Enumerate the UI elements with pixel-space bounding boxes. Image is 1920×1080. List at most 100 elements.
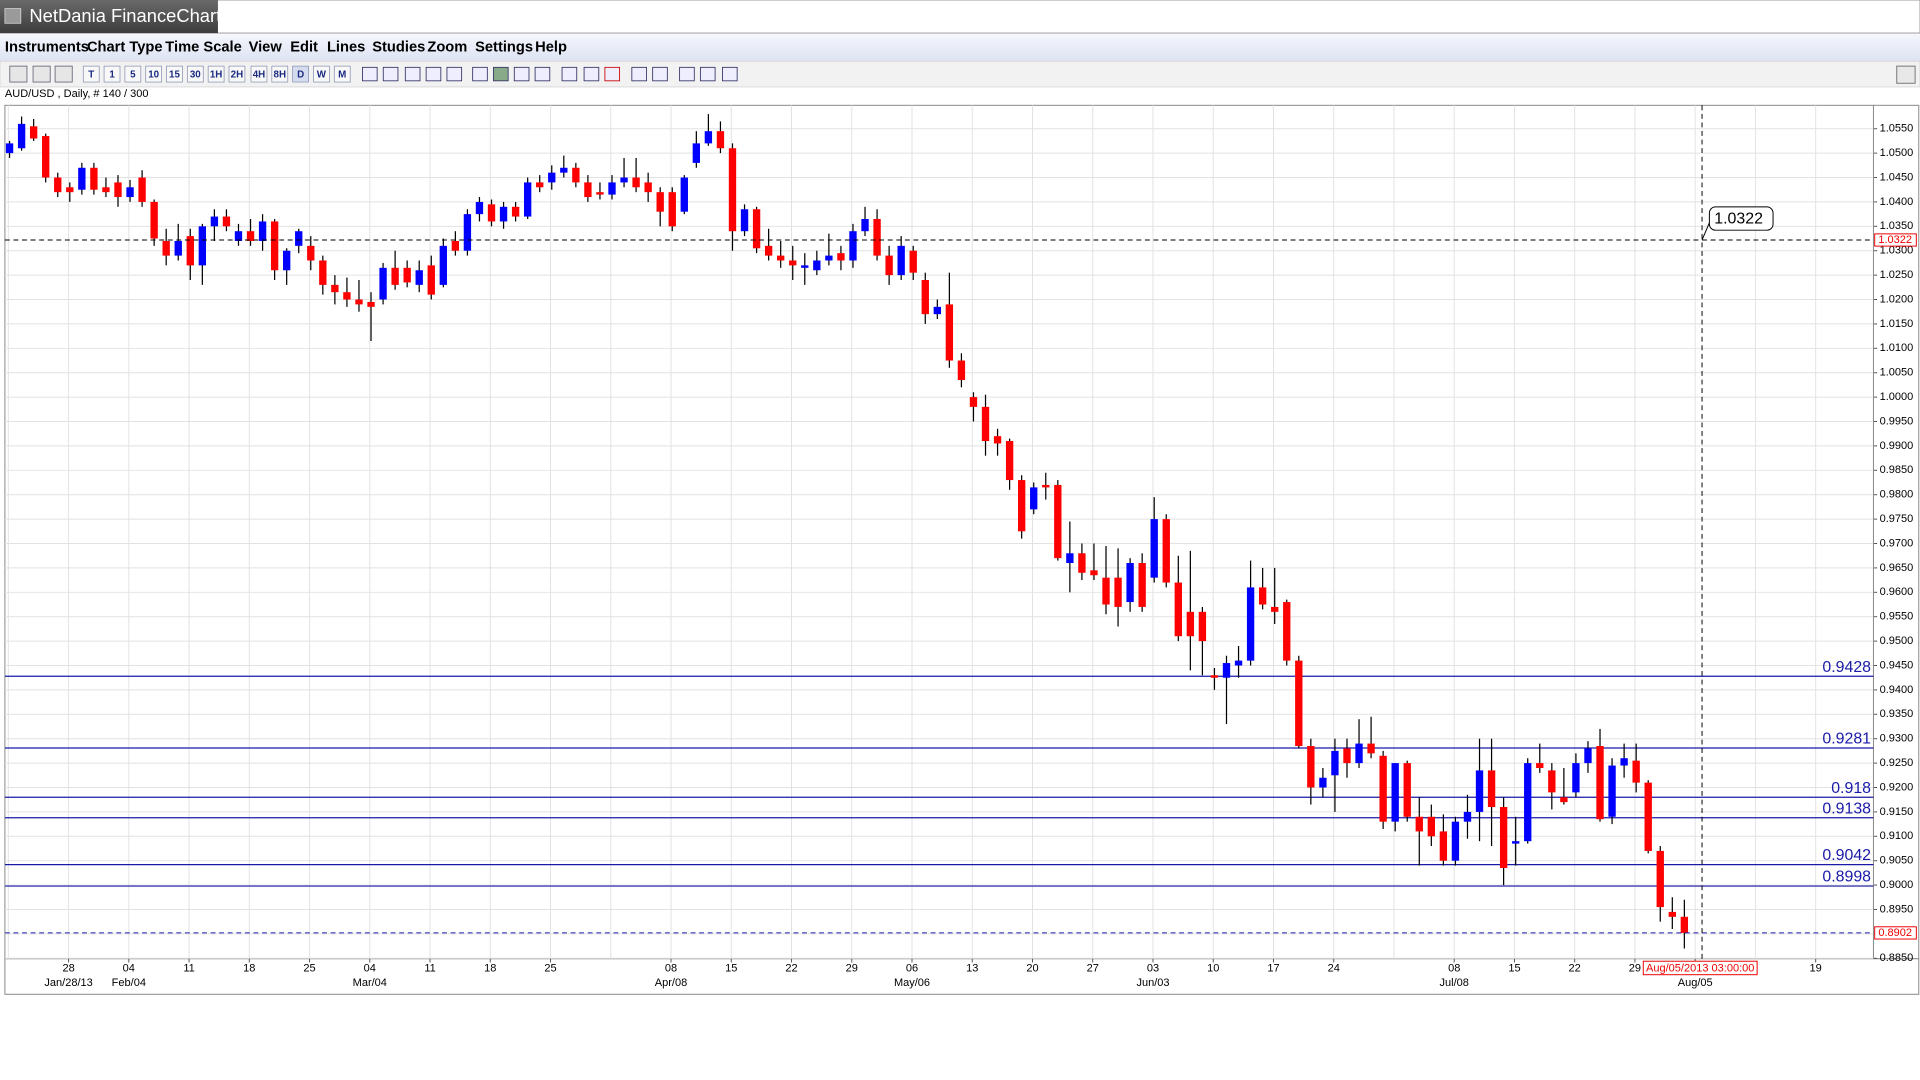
candle-body (873, 219, 881, 256)
app-title: NetDania FinanceChart (29, 5, 221, 26)
candle-body (198, 226, 207, 266)
candle-body (764, 245, 773, 256)
tool-icon[interactable] (382, 66, 399, 82)
candle-body (463, 214, 472, 251)
timescale-button[interactable] (103, 65, 121, 83)
menu-item[interactable]: View (249, 40, 283, 56)
timescale-button[interactable] (271, 65, 289, 83)
candle-body (596, 192, 604, 195)
candle-body (246, 231, 255, 241)
timescale-button[interactable] (313, 65, 330, 83)
menu-item[interactable]: Time Scale (165, 40, 241, 56)
timescale-button[interactable] (228, 65, 246, 83)
candle-body (1198, 611, 1207, 642)
x-tick-sublabel: Aug/05 (1678, 977, 1713, 989)
tool-icon[interactable] (362, 66, 378, 82)
candle-body (921, 280, 929, 315)
timescale-button[interactable] (333, 65, 351, 83)
tool-icon[interactable] (54, 65, 73, 83)
y-tick-label: 1.0350 (1880, 220, 1914, 232)
tool-icon[interactable] (699, 66, 716, 82)
y-tick-label: 0.9700 (1880, 537, 1914, 549)
timescale-button[interactable] (145, 65, 163, 83)
x-tick-label: 25 (303, 962, 315, 974)
candle-body (1668, 911, 1676, 917)
timescale-button[interactable] (166, 65, 183, 83)
timescale-button[interactable] (207, 65, 225, 83)
candle-body (620, 177, 628, 183)
candle-body (1680, 916, 1689, 933)
axis-last-box (1874, 926, 1917, 940)
candle-body (945, 304, 954, 361)
candle-body (1017, 480, 1026, 532)
candle-body (1632, 760, 1640, 783)
candle-body (1512, 841, 1520, 844)
candle-body (1150, 519, 1158, 578)
candle-body (957, 360, 966, 381)
symbol-info: AUD/USD , Daily, # 140 / 300 (5, 88, 149, 100)
timescale-button[interactable] (186, 65, 204, 83)
tool-icon[interactable] (652, 66, 668, 82)
menu-item[interactable]: Zoom (427, 40, 467, 56)
x-tick-label: 22 (785, 962, 797, 974)
panel-toggle[interactable] (1896, 65, 1916, 84)
candle-body (1102, 577, 1110, 605)
tool-icon[interactable] (493, 66, 509, 82)
menu-item[interactable]: Edit (290, 40, 318, 56)
candle-body (66, 187, 74, 193)
x-tick-label: 18 (484, 962, 496, 974)
tool-icon[interactable] (32, 65, 51, 83)
tool-icon[interactable] (534, 66, 551, 82)
candle-body (933, 306, 941, 315)
menu-item[interactable]: Settings (475, 40, 533, 56)
crosshair-time-label: Aug/05/2013 03:00:00 (1646, 962, 1754, 974)
candle-body (1030, 487, 1038, 510)
tool-icon[interactable] (561, 66, 578, 82)
tool-icon[interactable] (404, 66, 421, 82)
timescale-button[interactable] (124, 65, 142, 83)
candle-body (1487, 770, 1496, 808)
tool-icon[interactable] (679, 66, 695, 82)
timescale-button[interactable] (82, 65, 100, 83)
candle-body (295, 231, 303, 246)
tool-icon[interactable] (722, 66, 738, 82)
timescale-label: M (338, 69, 346, 80)
axis-price-box (1874, 233, 1917, 247)
timescale-button[interactable] (292, 65, 309, 83)
timescale-button[interactable] (250, 65, 268, 83)
tool-icon[interactable] (9, 65, 28, 83)
candle-body (150, 201, 158, 239)
candle-body (1644, 782, 1652, 851)
candle-body (1054, 484, 1062, 559)
tool-icon[interactable] (604, 66, 621, 82)
menu-item[interactable]: Help (535, 40, 567, 56)
candle-body (813, 260, 821, 271)
candle-body (1295, 660, 1303, 747)
menu-item[interactable]: Lines (327, 40, 365, 56)
tool-icon[interactable] (446, 66, 463, 82)
candle-body (789, 260, 797, 266)
y-tick-label: 1.0500 (1880, 147, 1914, 159)
candle-body (981, 406, 990, 442)
y-tick-label: 0.9900 (1880, 440, 1914, 452)
candle-body (1319, 777, 1327, 788)
candle-body (29, 126, 38, 139)
tool-icon[interactable] (472, 66, 488, 82)
menu-item[interactable]: Instruments (5, 40, 89, 56)
tool-icon[interactable] (425, 66, 442, 82)
candle-body (1246, 587, 1255, 661)
x-tick-label: 28 (62, 962, 74, 974)
candle-body (1271, 606, 1279, 612)
candle-body (777, 255, 785, 261)
menu-item[interactable]: Chart Type (87, 40, 163, 56)
plot-area (4, 104, 1874, 960)
tool-icon[interactable] (513, 66, 530, 82)
candle-body (1499, 807, 1508, 869)
tool-icon[interactable] (583, 66, 600, 82)
candle-body (849, 231, 857, 261)
candle-body (427, 265, 435, 295)
candle-body (1584, 748, 1592, 764)
tool-icon[interactable] (631, 66, 647, 82)
menu-item[interactable]: Studies (372, 40, 425, 56)
